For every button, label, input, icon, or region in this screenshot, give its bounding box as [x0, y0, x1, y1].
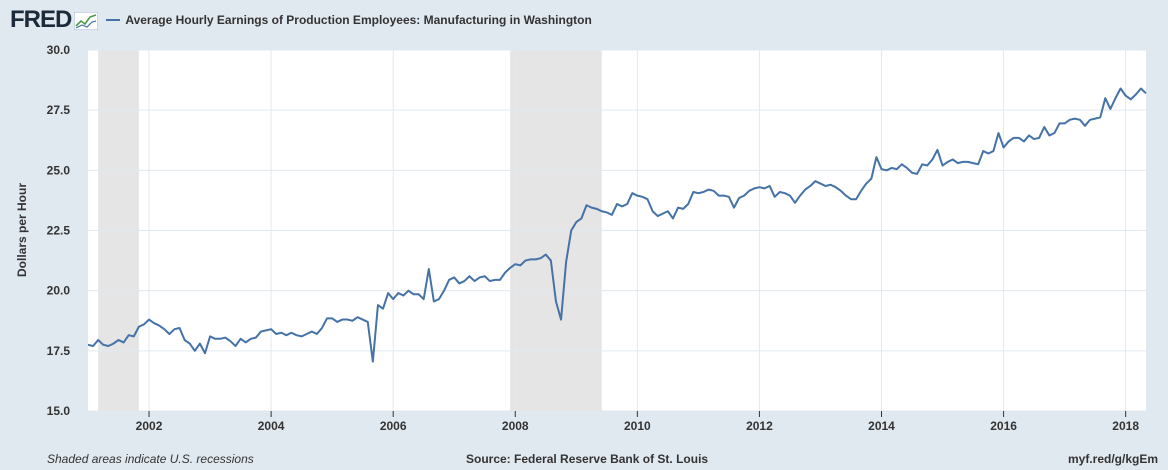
y-tick-label: 17.5 — [47, 344, 71, 358]
fred-logo[interactable]: FRED — [10, 6, 72, 33]
chart-footer: Shaded areas indicate U.S. recessions So… — [0, 450, 1168, 468]
x-tick-label: 2008 — [502, 419, 529, 433]
grid-lines — [88, 49, 1146, 412]
x-tick-label: 2018 — [1112, 419, 1139, 433]
legend[interactable]: Average Hourly Earnings of Production Em… — [106, 13, 592, 27]
y-axis: 15.0 17.5 20.0 22.5 25.0 27.5 30.0 — [47, 43, 71, 418]
x-tick-label: 2002 — [136, 419, 163, 433]
x-axis: 2002 2004 2006 2008 2010 2012 2014 2016 2018 — [136, 411, 1139, 433]
legend-label: Average Hourly Earnings of Production Em… — [125, 13, 592, 27]
series-layer — [87, 87, 1147, 363]
recession-note: Shaded areas indicate U.S. recessions — [47, 452, 254, 466]
x-tick-label: 2012 — [746, 419, 773, 433]
chart-header: FRED Average Hourly Earnings of Producti… — [10, 6, 592, 34]
x-tick-label: 2010 — [624, 419, 651, 433]
y-tick-label: 20.0 — [47, 284, 71, 298]
fred-graph-icon — [74, 12, 99, 30]
source-note: Source: Federal Reserve Bank of St. Loui… — [466, 452, 709, 466]
x-tick-label: 2004 — [258, 419, 285, 433]
y-tick-label: 30.0 — [47, 43, 71, 57]
y-tick-label: 27.5 — [47, 103, 71, 117]
chart[interactable]: 15.017.520.022.525.027.530.0 2002 2004 200… — [0, 0, 1168, 450]
legend-swatch — [106, 19, 121, 21]
y-axis-title: Dollars per Hour — [15, 183, 29, 277]
x-tick-label: 2014 — [868, 419, 895, 433]
x-tick-label: 2016 — [990, 419, 1017, 433]
y-tick-label: 22.5 — [47, 224, 71, 238]
series-line-1[interactable] — [87, 87, 1147, 363]
x-tick-label: 2006 — [380, 419, 407, 433]
short-url-link[interactable]: myf.red/g/kgEm — [1067, 452, 1158, 466]
y-tick-label: 25.0 — [47, 163, 71, 177]
y-tick-label: 15.0 — [47, 404, 71, 418]
